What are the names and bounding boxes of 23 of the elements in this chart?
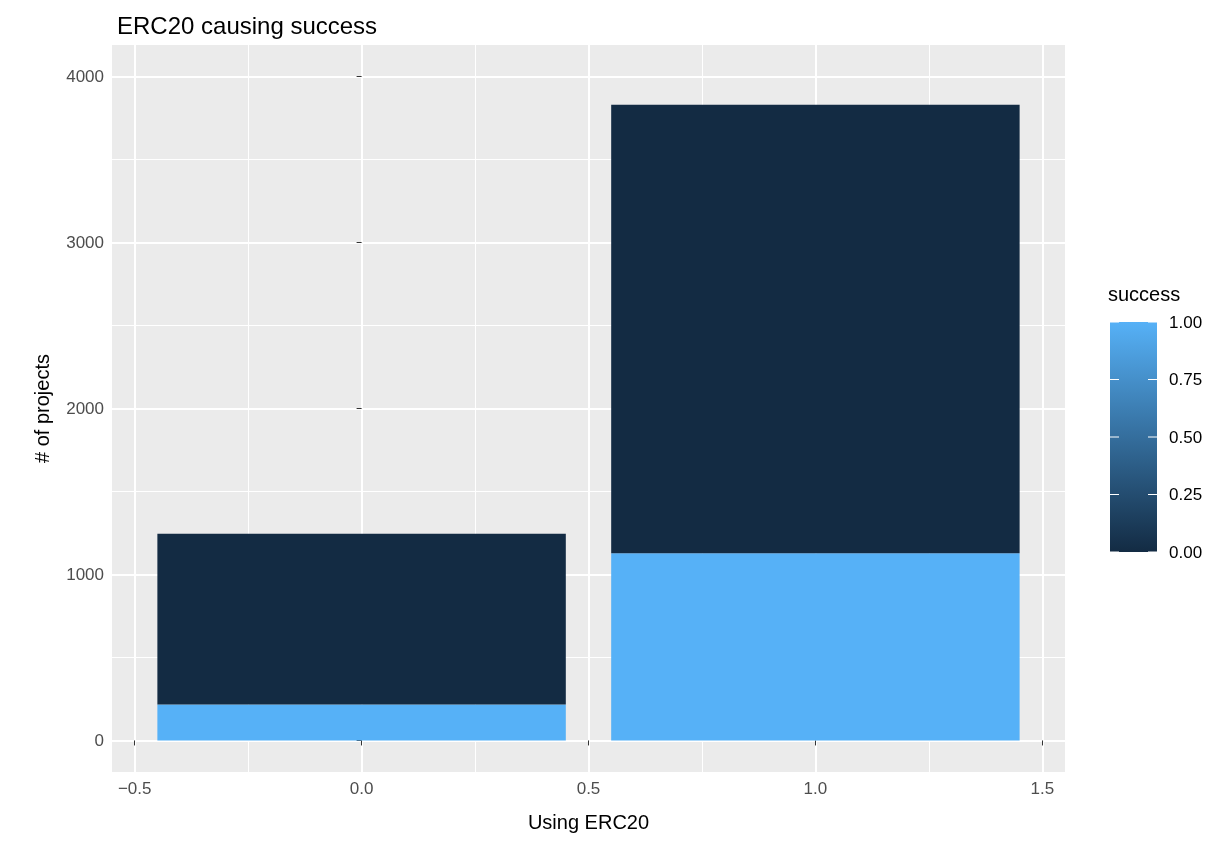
- color-bar-label: 0.00: [1169, 542, 1203, 562]
- bar: [611, 104, 1020, 554]
- x-axis-title: Using ERC20: [527, 811, 650, 833]
- y-tick-label: 2000: [66, 399, 104, 418]
- chart-title: ERC20 causing success: [117, 11, 378, 39]
- bar: [157, 533, 566, 705]
- color-bar-label: 0.50: [1169, 427, 1203, 447]
- x-tick-label: 0.0: [349, 779, 374, 798]
- color-bar-label: 0.75: [1169, 370, 1203, 389]
- y-tick-label: 0: [94, 730, 104, 750]
- y-tick-label: 3000: [66, 233, 104, 253]
- color-bar-label: 0.25: [1169, 485, 1203, 504]
- y-tick-label: 1000: [66, 564, 104, 584]
- x-tick-label: −0.5: [117, 779, 152, 798]
- x-tick-label: 1.0: [803, 779, 828, 798]
- bar: [611, 553, 1020, 741]
- bar: [157, 704, 566, 741]
- color-bar-title: success: [1108, 283, 1181, 305]
- y-tick-label: 4000: [66, 67, 104, 87]
- color-bar-label: 1.00: [1169, 312, 1203, 332]
- x-tick-label: 1.5: [1030, 779, 1055, 798]
- x-tick-label: 0.5: [576, 779, 601, 798]
- y-axis-title: # of projects: [31, 354, 53, 463]
